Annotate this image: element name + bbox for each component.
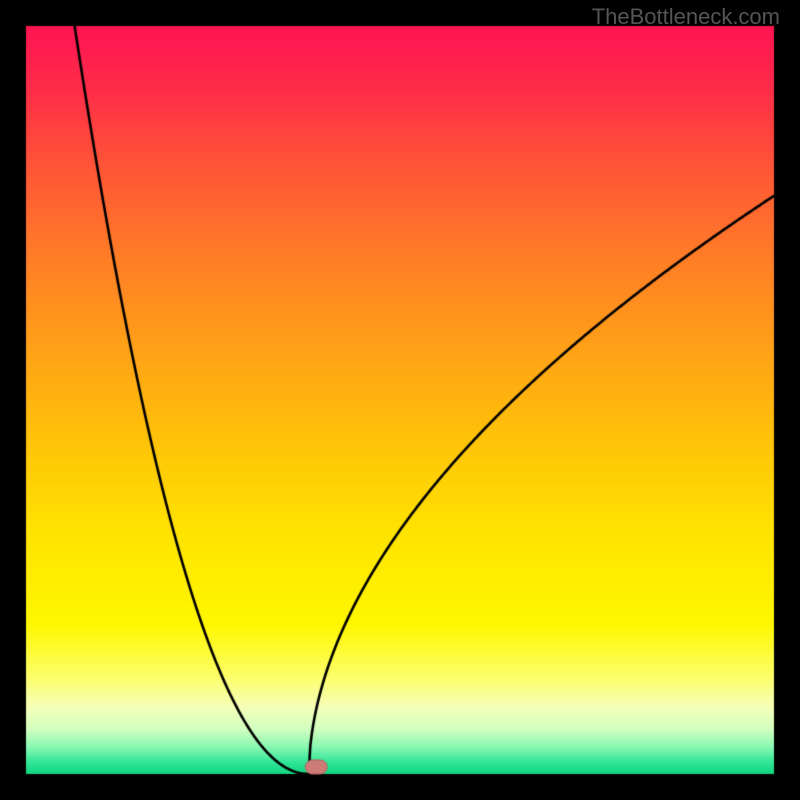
chart-canvas bbox=[0, 0, 800, 800]
bottleneck-chart: TheBottleneck.com bbox=[0, 0, 800, 800]
